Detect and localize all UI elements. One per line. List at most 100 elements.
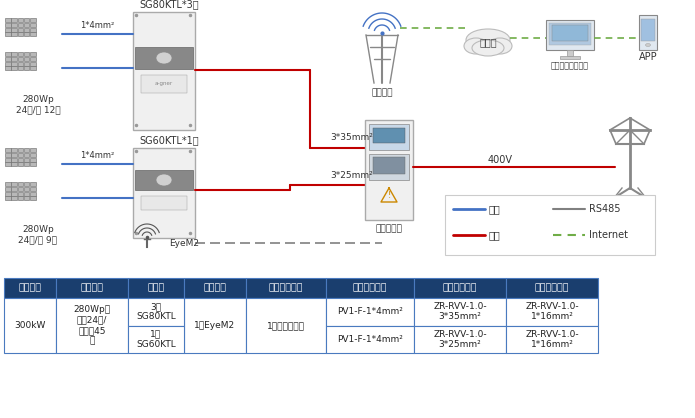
- Text: 交流线缆型号: 交流线缆型号: [443, 283, 477, 293]
- Bar: [56, 298, 128, 353]
- Bar: [246, 278, 326, 298]
- Bar: [11, 191, 17, 196]
- Text: 1*4mm²: 1*4mm²: [80, 151, 114, 161]
- Bar: [30, 66, 35, 70]
- Bar: [56, 278, 128, 298]
- Text: ZR-RVV-1.0-
1*16mm²: ZR-RVV-1.0- 1*16mm²: [525, 302, 579, 321]
- Bar: [11, 52, 17, 56]
- Text: 交流配电设备: 交流配电设备: [269, 283, 303, 293]
- Text: 280Wp
24块/串 12串: 280Wp 24块/串 12串: [16, 95, 60, 115]
- Ellipse shape: [156, 52, 172, 64]
- Text: PV1-F-1*4mm²: PV1-F-1*4mm²: [337, 335, 403, 344]
- Bar: [24, 196, 29, 200]
- Bar: [17, 153, 23, 157]
- Bar: [11, 57, 17, 61]
- Bar: [546, 20, 594, 50]
- Bar: [24, 57, 29, 61]
- Text: 通信基站: 通信基站: [371, 89, 393, 97]
- Bar: [128, 278, 184, 298]
- Bar: [5, 28, 10, 32]
- Bar: [414, 326, 506, 353]
- Bar: [24, 23, 29, 27]
- Ellipse shape: [472, 40, 504, 56]
- Bar: [11, 61, 17, 66]
- Bar: [506, 298, 598, 326]
- Bar: [5, 191, 10, 196]
- Text: PV1-F-1*4mm²: PV1-F-1*4mm²: [337, 307, 403, 316]
- Bar: [24, 153, 29, 157]
- Bar: [24, 18, 29, 22]
- Text: ZR-RVV-1.0-
3*25mm²: ZR-RVV-1.0- 3*25mm²: [433, 329, 486, 349]
- Bar: [506, 326, 598, 353]
- Bar: [4, 278, 56, 298]
- Text: 智慧能源扶贫平台: 智慧能源扶贫平台: [551, 61, 589, 71]
- Bar: [365, 120, 413, 220]
- Bar: [560, 56, 580, 59]
- Ellipse shape: [488, 38, 512, 54]
- Bar: [445, 195, 655, 255]
- Bar: [5, 18, 10, 22]
- Bar: [246, 298, 326, 353]
- Bar: [369, 124, 409, 150]
- Text: 1台
SG60KTL: 1台 SG60KTL: [136, 329, 176, 349]
- Bar: [11, 66, 17, 70]
- Bar: [5, 23, 10, 27]
- Bar: [17, 187, 23, 191]
- Bar: [567, 50, 573, 56]
- Text: 交流: 交流: [489, 230, 501, 240]
- Bar: [30, 148, 35, 152]
- Bar: [11, 28, 17, 32]
- Bar: [11, 163, 17, 166]
- Text: 300kW: 300kW: [15, 321, 46, 330]
- Text: Internet: Internet: [589, 230, 628, 240]
- Text: RS485: RS485: [589, 204, 621, 214]
- Bar: [184, 298, 246, 353]
- Bar: [30, 187, 35, 191]
- Text: SG80KTL*3台: SG80KTL*3台: [139, 0, 199, 9]
- Bar: [5, 61, 10, 66]
- Bar: [414, 298, 506, 326]
- Bar: [24, 191, 29, 196]
- Text: 400V: 400V: [487, 155, 512, 165]
- Text: 直流: 直流: [489, 204, 501, 214]
- Bar: [24, 148, 29, 152]
- Ellipse shape: [156, 174, 172, 186]
- Bar: [30, 33, 35, 36]
- Bar: [17, 57, 23, 61]
- Text: 3*25mm²: 3*25mm²: [330, 171, 373, 181]
- Bar: [184, 278, 246, 298]
- Text: EyeM2: EyeM2: [169, 239, 199, 247]
- Bar: [5, 52, 10, 56]
- Text: !: !: [387, 191, 391, 201]
- Bar: [30, 191, 35, 196]
- Bar: [17, 66, 23, 70]
- Bar: [17, 191, 23, 196]
- Bar: [128, 326, 184, 353]
- Bar: [5, 163, 10, 166]
- Bar: [11, 23, 17, 27]
- Text: 3*35mm²: 3*35mm²: [330, 133, 373, 143]
- Bar: [17, 182, 23, 186]
- Bar: [11, 153, 17, 157]
- Bar: [4, 298, 56, 353]
- Bar: [141, 196, 187, 210]
- Bar: [30, 57, 35, 61]
- Bar: [326, 326, 414, 353]
- Bar: [24, 158, 29, 162]
- Bar: [30, 163, 35, 166]
- Bar: [326, 298, 414, 326]
- Bar: [24, 28, 29, 32]
- Text: 光伏并网柜: 光伏并网柜: [375, 224, 402, 234]
- Bar: [30, 196, 35, 200]
- Bar: [17, 163, 23, 166]
- Text: 组件配置: 组件配置: [81, 283, 104, 293]
- Bar: [133, 148, 195, 238]
- Bar: [11, 33, 17, 36]
- Bar: [17, 148, 23, 152]
- Bar: [24, 66, 29, 70]
- Bar: [5, 57, 10, 61]
- Bar: [17, 18, 23, 22]
- Text: 阳光云: 阳光云: [479, 37, 497, 47]
- Text: ZR-RVV-1.0-
1*16mm²: ZR-RVV-1.0- 1*16mm²: [525, 329, 579, 349]
- Bar: [5, 33, 10, 36]
